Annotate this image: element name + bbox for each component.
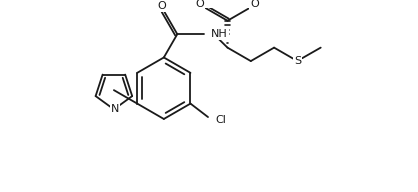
Text: O: O: [195, 0, 204, 9]
Text: O: O: [158, 1, 166, 11]
Text: O: O: [250, 0, 259, 9]
Text: NH: NH: [211, 29, 228, 39]
Text: N: N: [111, 104, 119, 114]
Text: Cl: Cl: [216, 115, 227, 125]
Text: S: S: [294, 56, 301, 66]
